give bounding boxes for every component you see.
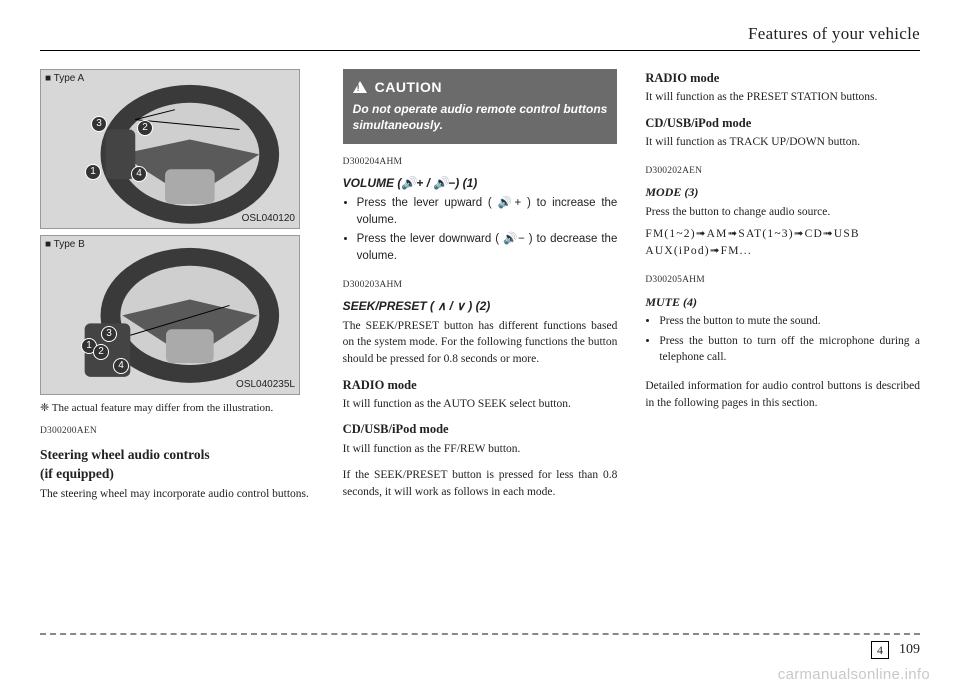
col1-body: The steering wheel may incorporate audio… [40,486,315,503]
callout-1: 1 [85,164,101,180]
callout-2: 2 [137,120,153,136]
chapter-number: 4 [871,641,889,659]
heading-if-equipped: (if equipped) [40,464,315,484]
heading-cd-mode-2: CD/USB/iPod mode [645,114,920,132]
code-mode: D300202AEN [645,165,920,179]
callout-2: 2 [93,344,109,360]
caution-box: CAUTION Do not operate audio remote cont… [343,69,618,144]
column-2: CAUTION Do not operate audio remote cont… [343,69,618,609]
heading-mode: MODE (3) [645,184,920,201]
heading-steering-wheel-audio: Steering wheel audio controls [40,445,315,465]
heading-radio-mode-1: RADIO mode [343,376,618,394]
caution-header: CAUTION [353,77,608,97]
mode-p2: FM(1~2)➟AM➟SAT(1~3)➟CD➟USB AUX(iPod)➟FM.… [645,226,920,259]
manual-page: Features of your vehicle ■ Type A 3 2 1 [0,0,960,689]
detail-p: Detailed information for audio control b… [645,378,920,411]
heading-cd-mode-1: CD/USB/iPod mode [343,420,618,438]
columns: ■ Type A 3 2 1 4 OSL040120 ■ Type B [40,69,920,609]
page-header-title: Features of your vehicle [748,24,920,44]
page-number: 109 [899,642,920,658]
column-3: RADIO mode It will function as the PRESE… [645,69,920,609]
cd-mode-p2: It will function as TRACK UP/DOWN button… [645,134,920,151]
watermark: carmanualsonline.info [778,666,930,683]
radio-mode-p2: It will function as the PRESET STATION b… [645,89,920,106]
mode-p1: Press the button to change audio source. [645,204,920,221]
figure-type-a: ■ Type A 3 2 1 4 OSL040120 [40,69,300,229]
code-d300200aen: D300200AEN [40,425,315,439]
figure-a-code: OSL040120 [242,212,295,227]
code-mute: D300205AHM [645,274,920,288]
page-header: Features of your vehicle [40,24,920,51]
code-seek: D300203AHM [343,279,618,293]
mute-li-2: Press the button to turn off the microph… [659,333,920,366]
seek-p1: The SEEK/PRESET button has different fun… [343,318,618,368]
cd-mode-p1: It will function as the FF/REW button. [343,441,618,458]
steering-wheel-b-illustration [41,236,299,395]
radio-mode-p1: It will function as the AUTO SEEK select… [343,396,618,413]
code-volume: D300204AHM [343,156,618,170]
mute-li-1: Press the button to mute the sound. [659,313,920,330]
illustration-note: ❈ The actual feature may differ from the… [40,401,315,417]
figure-type-b: ■ Type B 1 3 2 4 OSL040235L [40,235,300,395]
heading-radio-mode-2: RADIO mode [645,69,920,87]
page-footer: 4 109 [40,633,920,659]
seek-p2: If the SEEK/PRESET button is pressed for… [343,467,618,500]
volume-li-up: Press the lever upward ( 🔊+ ) to increas… [357,195,618,228]
heading-volume: VOLUME (🔊+ / 🔊−) (1) [343,175,618,192]
volume-list: Press the lever upward ( 🔊+ ) to increas… [343,195,618,265]
column-1: ■ Type A 3 2 1 4 OSL040120 ■ Type B [40,69,315,609]
steering-wheel-a-illustration [41,70,299,229]
callout-4: 4 [131,166,147,182]
callout-4: 4 [113,358,129,374]
figure-b-code: OSL040235L [236,378,295,393]
caution-body: Do not operate audio remote control butt… [353,101,608,133]
callout-3: 3 [91,116,107,132]
callout-3: 3 [101,326,117,342]
heading-mute: MUTE (4) [645,294,920,311]
warning-icon [353,81,367,93]
mute-list: Press the button to mute the sound. Pres… [645,313,920,366]
heading-seek: SEEK/PRESET ( ∧ / ∨ ) (2) [343,298,618,315]
caution-title: CAUTION [375,77,442,97]
volume-li-down: Press the lever downward ( 🔊− ) to decre… [357,231,618,264]
